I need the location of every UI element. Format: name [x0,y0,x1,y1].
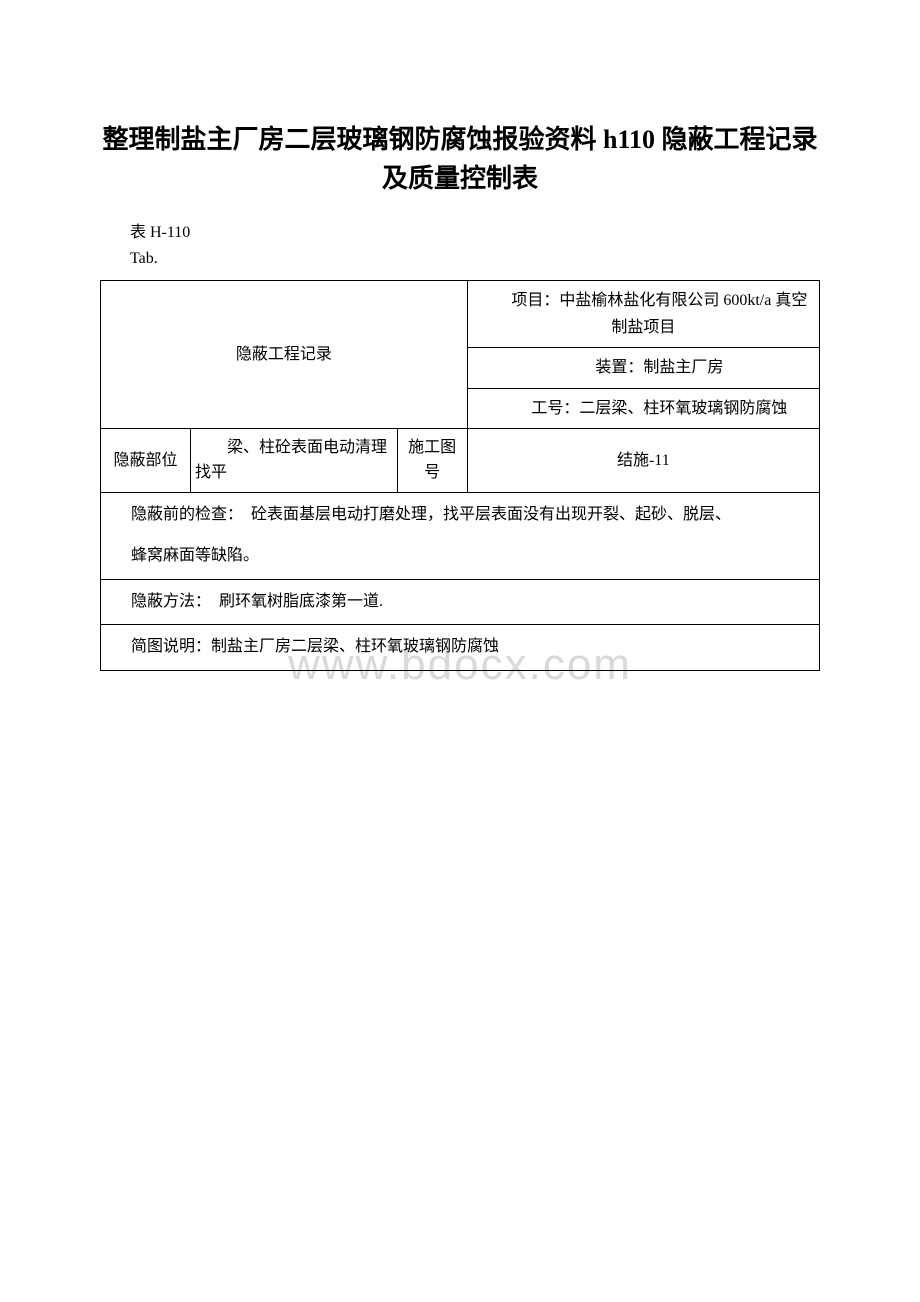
work-no-label: 工号： [531,400,579,417]
device-label: 装置： [595,359,643,376]
inspection-line1: 隐蔽前的检查： 砼表面基层电动打磨处理，找平层表面没有出现开裂、起砂、脱层、 [131,501,807,530]
location-value-cell: 梁、柱砼表面电动清理找平 [191,428,398,492]
inspection-line2: 蜂窝麻面等缺陷。 [131,542,807,571]
location-label: 隐蔽部位 [113,452,177,469]
method-cell: 隐蔽方法： 刷环氧树脂底漆第一道. [101,579,820,625]
location-label-cell: 隐蔽部位 [101,428,191,492]
drawing-label: 施工图号 [408,439,456,482]
device-value: 制盐主厂房 [643,359,723,376]
drawing-value: 结施-11 [617,452,670,469]
drawing-value-cell: 结施-11 [467,428,819,492]
description-cell: 简图说明：制盐主厂房二层梁、柱环氧玻璃钢防腐蚀 [101,625,820,671]
table-number: 表 H-110 [100,218,820,242]
device-cell: 装置：制盐主厂房 [467,348,819,388]
work-no-cell: 工号：二层梁、柱环氧玻璃钢防腐蚀 [467,388,819,428]
method-row: 隐蔽方法： 刷环氧树脂底漆第一道. [101,579,820,625]
inspection-row: 隐蔽前的检查： 砼表面基层电动打磨处理，找平层表面没有出现开裂、起砂、脱层、 蜂… [101,492,820,579]
header-row-1: 隐蔽工程记录 项目：中盐榆林盐化有限公司 600kt/a 真空制盐项目 [101,281,820,348]
location-value: 梁、柱砼表面电动清理找平 [195,439,387,482]
tab-label: Tab. [100,250,820,268]
description-text: 简图说明：制盐主厂房二层梁、柱环氧玻璃钢防腐蚀 [131,638,499,655]
description-row: 简图说明：制盐主厂房二层梁、柱环氧玻璃钢防腐蚀 [101,625,820,671]
project-value: 中盐榆林盐化有限公司 600kt/a 真空制盐项目 [559,292,807,336]
location-row: 隐蔽部位 梁、柱砼表面电动清理找平 施工图号 结施-11 [101,428,820,492]
record-title: 隐蔽工程记录 [236,346,332,363]
work-no-value: 二层梁、柱环氧玻璃钢防腐蚀 [579,400,787,417]
inspection-cell: 隐蔽前的检查： 砼表面基层电动打磨处理，找平层表面没有出现开裂、起砂、脱层、 蜂… [101,492,820,579]
method-text: 隐蔽方法： 刷环氧树脂底漆第一道. [131,593,383,610]
main-table: 隐蔽工程记录 项目：中盐榆林盐化有限公司 600kt/a 真空制盐项目 装置：制… [100,280,820,671]
project-cell: 项目：中盐榆林盐化有限公司 600kt/a 真空制盐项目 [467,281,819,348]
page-title: 整理制盐主厂房二层玻璃钢防腐蚀报验资料 h110 隐蔽工程记录及质量控制表 [100,120,820,198]
document-content: 整理制盐主厂房二层玻璃钢防腐蚀报验资料 h110 隐蔽工程记录及质量控制表 表 … [100,120,820,671]
drawing-label-cell: 施工图号 [397,428,467,492]
record-title-cell: 隐蔽工程记录 [101,281,468,429]
project-label: 项目： [511,292,559,309]
